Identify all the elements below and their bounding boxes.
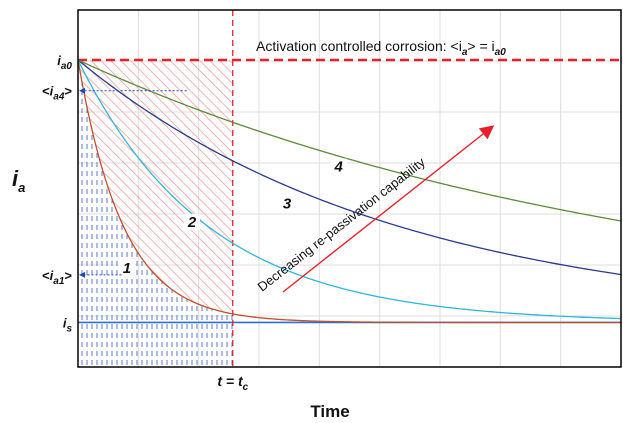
series-line-3 [77, 59, 622, 276]
series-label-4: 4 [333, 159, 343, 176]
x-axis-label: Time [310, 402, 349, 421]
activation-text: Activation controlled corrosion: <ia> = … [256, 38, 506, 58]
curves [77, 10, 622, 367]
series-line-4 [77, 59, 622, 222]
series-label-bg-3 [279, 195, 296, 212]
series-label-2: 2 [187, 214, 197, 231]
y-tick-label-s: is [63, 315, 73, 334]
y-axis-label: ia [12, 166, 25, 195]
series-label-3: 3 [283, 195, 292, 212]
hatched-region-blue [78, 60, 233, 367]
y-tick-label-a0: ia0 [57, 53, 72, 72]
y-tick-label-a4: <ia4> [42, 84, 72, 103]
t-c-label: t = tc [217, 373, 248, 393]
y-tick-label-a1: <ia1> [42, 268, 72, 287]
series-line-2 [77, 59, 622, 320]
decreasing-arrow [282, 125, 495, 293]
plot-frame [77, 9, 622, 368]
series-line-1 [77, 59, 621, 324]
series-label-bg-1 [118, 259, 135, 276]
series-label-bg-4 [330, 158, 347, 175]
shaded-regions [78, 60, 233, 367]
series-label-bg-2 [184, 213, 201, 230]
hatched-region-red [78, 60, 233, 314]
series-label-1: 1 [123, 260, 131, 277]
